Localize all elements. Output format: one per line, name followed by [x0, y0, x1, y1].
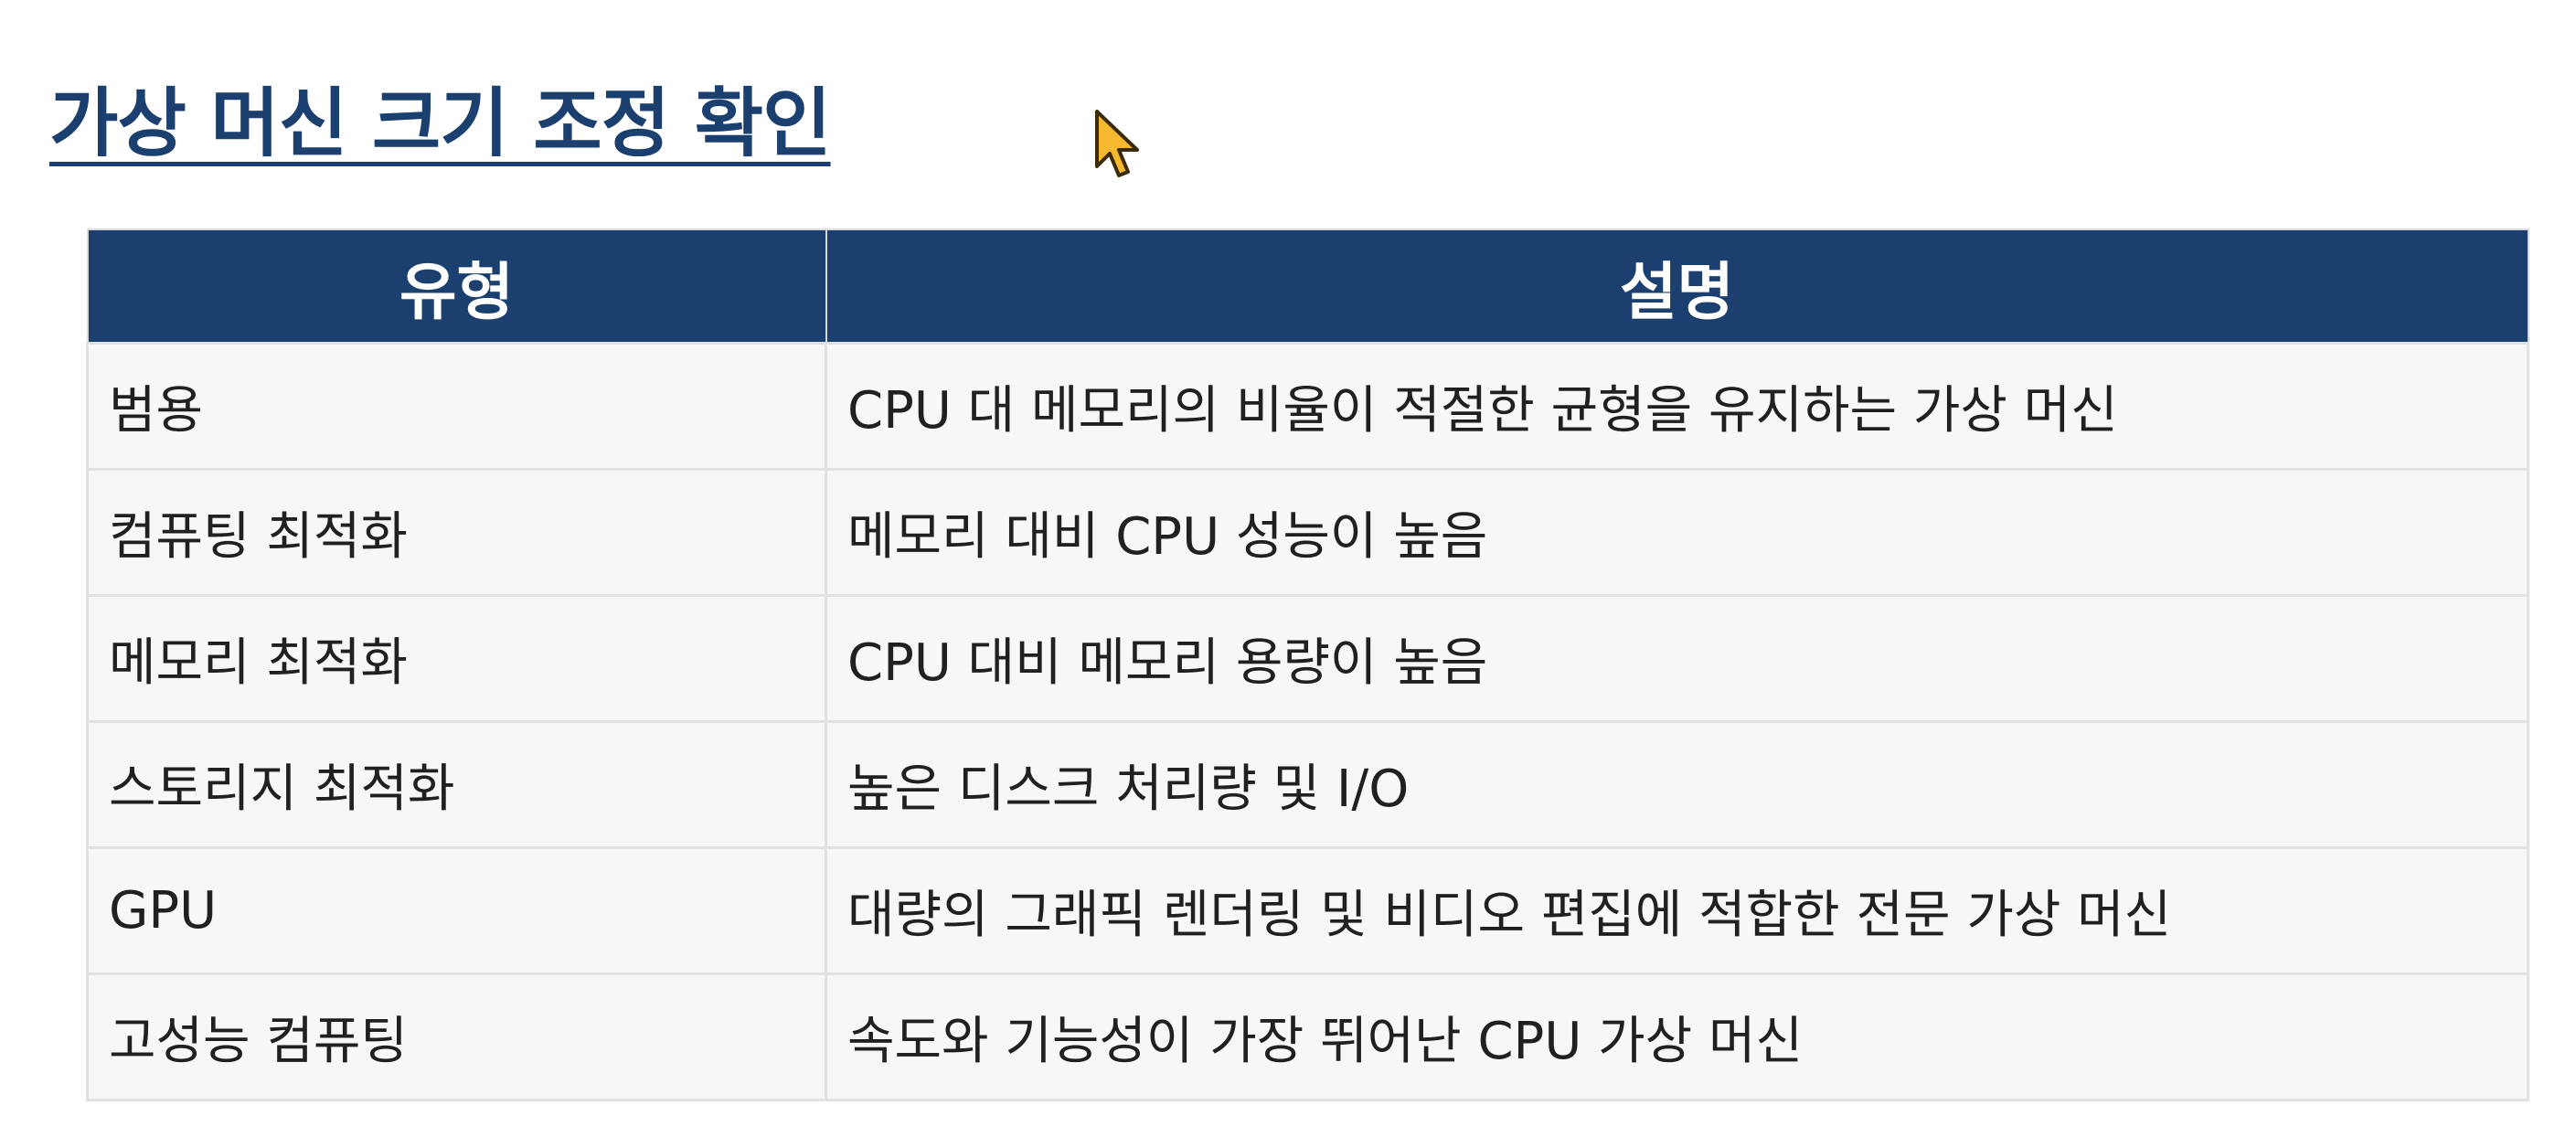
type-cell: 메모리 최적화	[86, 594, 827, 723]
table-row: 메모리 최적화 CPU 대비 메모리 용량이 높음	[86, 594, 2529, 723]
vm-size-table: 유형 설명 범용 CPU 대 메모리의 비율이 적절한 균형을 유지하는 가상 …	[86, 228, 2529, 1101]
table-row: 스토리지 최적화 높은 디스크 처리량 및 I/O	[86, 720, 2529, 849]
table-row: GPU 대량의 그래픽 렌더링 및 비디오 편집에 적합한 전문 가상 머신	[86, 846, 2529, 975]
table-row: 컴퓨팅 최적화 메모리 대비 CPU 성능이 높음	[86, 468, 2529, 597]
description-cell: 속도와 기능성이 가장 뛰어난 CPU 가상 머신	[825, 972, 2529, 1101]
column-header-description: 설명	[825, 228, 2529, 345]
type-cell: 컴퓨팅 최적화	[86, 468, 827, 597]
description-cell: 대량의 그래픽 렌더링 및 비디오 편집에 적합한 전문 가상 머신	[825, 846, 2529, 975]
type-cell: GPU	[86, 846, 827, 975]
table-row: 범용 CPU 대 메모리의 비율이 적절한 균형을 유지하는 가상 머신	[86, 342, 2529, 471]
type-cell: 고성능 컴퓨팅	[86, 972, 827, 1101]
table-header-row: 유형 설명	[86, 228, 2529, 345]
type-cell: 스토리지 최적화	[86, 720, 827, 849]
type-cell: 범용	[86, 342, 827, 471]
page-title: 가상 머신 크기 조정 확인	[49, 80, 832, 167]
table-row: 고성능 컴퓨팅 속도와 기능성이 가장 뛰어난 CPU 가상 머신	[86, 972, 2529, 1101]
description-cell: CPU 대 메모리의 비율이 적절한 균형을 유지하는 가상 머신	[825, 342, 2529, 471]
description-cell: 메모리 대비 CPU 성능이 높음	[825, 468, 2529, 597]
description-cell: 높은 디스크 처리량 및 I/O	[825, 720, 2529, 849]
description-cell: CPU 대비 메모리 용량이 높음	[825, 594, 2529, 723]
mouse-pointer-icon	[1095, 110, 1139, 177]
column-header-type: 유형	[86, 228, 827, 345]
